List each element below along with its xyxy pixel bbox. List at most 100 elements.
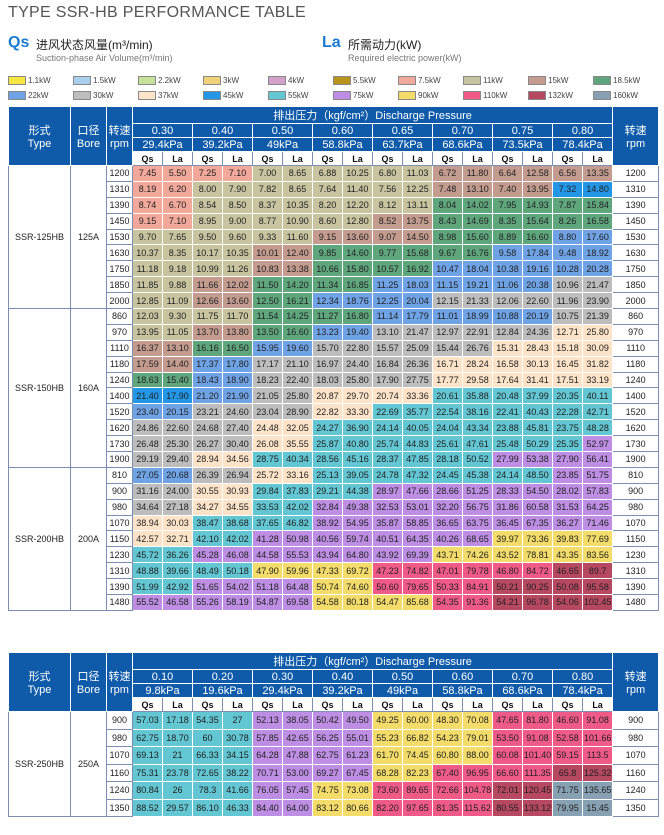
header-discharge-pressure: 排出压力（kgf/cm²）Discharge Pressure <box>131 652 614 670</box>
performance-cell: 38.16 <box>462 403 493 421</box>
la-code: La <box>322 34 341 51</box>
performance-cell: 25.30 <box>162 435 193 453</box>
performance-cell: 49.38 <box>342 498 373 516</box>
performance-cell: 33.30 <box>342 403 373 421</box>
performance-cell: 68.65 <box>462 530 493 548</box>
performance-cell: 74.45 <box>402 746 433 765</box>
header-bore: 口径 Bore <box>70 652 107 712</box>
performance-cell: 84.40 <box>252 798 283 817</box>
performance-cell: 47.65 <box>492 711 523 730</box>
performance-cell: 133.12 <box>522 798 553 817</box>
table-row: 1390 51.99 42.92 51.65 54.02 51.18 64.48 50.74 7… <box>9 578 660 596</box>
performance-cell: 91.08 <box>581 711 614 730</box>
header-rpm-cn: 转速 <box>108 671 131 683</box>
performance-cell: 33.53 <box>252 498 283 516</box>
performance-cell: 31.82 <box>581 355 614 373</box>
performance-cell: 14.60 <box>342 244 373 262</box>
performance-cell: 15.40 <box>162 371 193 389</box>
rpm-value: 1180 <box>106 355 133 373</box>
table-row: 900 31.16 24.00 30.55 30.93 29.84 37.83 29.21 44… <box>9 482 660 500</box>
performance-cell: 30.40 <box>222 435 253 453</box>
performance-cell: 10.17 <box>192 244 223 262</box>
performance-cell: 39.97 <box>492 530 523 548</box>
performance-cell: 10.88 <box>492 308 523 325</box>
legend-swatch <box>73 90 91 100</box>
performance-cell: 15.57 <box>372 339 403 357</box>
performance-cell: 59.74 <box>342 530 373 548</box>
header-type: 形式 Type <box>8 652 71 712</box>
header-qs: Qs <box>132 151 163 166</box>
performance-cell: 28.94 <box>192 451 223 468</box>
performance-cell: 43.71 <box>432 546 463 564</box>
performance-cell: 8.65 <box>282 165 313 182</box>
legend-label: 5.5kW <box>353 75 376 85</box>
model-name: SSR-125HB <box>8 164 71 310</box>
performance-cell: 14.40 <box>162 355 193 373</box>
performance-cell: 24.36 <box>522 323 553 341</box>
performance-cell: 40.80 <box>342 435 373 453</box>
performance-cell: 25.80 <box>342 371 373 389</box>
performance-cell: 16.21 <box>282 292 313 310</box>
rpm-value: 900 <box>106 482 133 500</box>
performance-cell: 57.03 <box>132 711 163 730</box>
legend-swatch <box>333 90 351 100</box>
performance-cell: 14.80 <box>581 180 614 198</box>
performance-cell: 135.65 <box>581 781 614 800</box>
performance-cell: 23.90 <box>581 292 614 310</box>
performance-cell: 101.40 <box>522 746 553 765</box>
performance-cell: 45.16 <box>342 451 373 468</box>
performance-cell: 21.33 <box>462 292 493 310</box>
performance-cell: 84.91 <box>462 578 493 596</box>
performance-cell: 68.28 <box>372 763 403 782</box>
performance-cell: 125.32 <box>581 763 614 782</box>
performance-cell: 25.35 <box>552 435 583 453</box>
page-title: TYPE SSR-HB PERFORMANCE TABLE <box>8 4 306 21</box>
performance-cell: 11.01 <box>432 308 463 325</box>
performance-cell: 22.69 <box>372 403 403 421</box>
table-row: 1310 48.88 39.66 48.49 50.18 47.90 59.96 47.33 6… <box>9 562 660 580</box>
performance-cell: 16.80 <box>342 308 373 325</box>
performance-cell: 7.90 <box>222 180 253 198</box>
rpm-value: 1150 <box>106 530 133 548</box>
rpm-value: 900 <box>106 711 133 730</box>
table-row: 1240 18.63 15.40 18.43 18.90 18.23 22.40 18.03 2… <box>9 371 660 389</box>
performance-cell: 55.01 <box>342 728 373 747</box>
legend-swatch <box>463 90 481 100</box>
rpm-value-right: 1180 <box>612 355 660 373</box>
table-row: 1070 38.94 30.03 38.47 38.68 37.65 46.82 38.92 5… <box>9 514 660 532</box>
performance-cell: 7.82 <box>252 180 283 198</box>
performance-cell: 13.95 <box>522 180 553 198</box>
performance-cell: 54.21 <box>492 594 523 611</box>
performance-cell: 73.60 <box>372 781 403 800</box>
performance-cell: 51.99 <box>132 578 163 596</box>
performance-cell: 13.10 <box>162 339 193 357</box>
performance-cell: 66.82 <box>402 728 433 747</box>
performance-cell: 21.39 <box>581 308 614 325</box>
header-kpa: 58.8kPa <box>432 683 493 698</box>
performance-cell: 38.92 <box>312 514 343 532</box>
header-kpa: 68.6kPa <box>432 137 493 152</box>
header-pressure: 0.60 <box>312 123 373 138</box>
table-row: SSR-125HB 125A 1200 7.45 5.50 7.25 7.10 7.00 8.6… <box>8 164 660 310</box>
performance-cell: 23.75 <box>552 419 583 437</box>
performance-cell: 12.50 <box>252 292 283 310</box>
performance-cell: 79.95 <box>552 798 583 817</box>
rpm-value-right: 980 <box>612 498 660 516</box>
performance-cell: 53.38 <box>522 451 553 468</box>
performance-cell: 12.25 <box>402 180 433 198</box>
performance-cell: 55.23 <box>372 728 403 747</box>
performance-cell: 8.35 <box>162 244 193 262</box>
performance-cell: 11.50 <box>252 276 283 294</box>
performance-cell: 8.43 <box>432 212 463 230</box>
performance-cell: 26.76 <box>462 339 493 357</box>
performance-cell: 33.19 <box>581 371 614 389</box>
table-row: 1630 10.37 8.35 10.17 10.35 10.01 12.40 9.85 14.… <box>9 244 660 262</box>
performance-cell: 50.60 <box>372 578 403 596</box>
table-row: 1350 88.52 29.57 86.10 46.33 84.40 64.00 83.12 8… <box>9 798 660 817</box>
header-pressure: 0.80 <box>551 669 614 684</box>
performance-cell: 16.16 <box>192 339 223 357</box>
performance-cell: 45.38 <box>462 466 493 484</box>
performance-cell: 9.85 <box>312 244 343 262</box>
header-qs: Qs <box>372 697 403 712</box>
performance-cell: 12.66 <box>192 292 223 310</box>
